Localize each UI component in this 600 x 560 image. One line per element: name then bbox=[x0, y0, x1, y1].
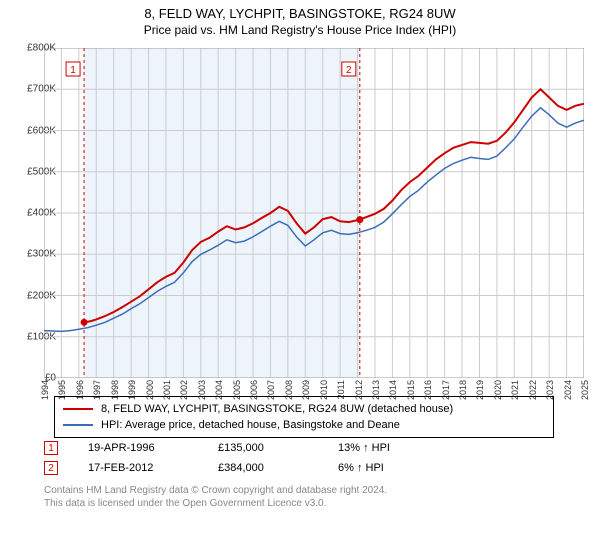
legend-row: HPI: Average price, detached house, Basi… bbox=[63, 417, 545, 433]
x-tick-label: 2024 bbox=[563, 380, 573, 400]
chart-svg: 12 bbox=[44, 48, 584, 378]
annotation-marker: 2 bbox=[44, 461, 58, 475]
annotation-date: 17-FEB-2012 bbox=[88, 462, 188, 474]
legend-swatch bbox=[63, 408, 93, 410]
annotations: 1 19-APR-1996 £135,000 13% ↑ HPI 2 17-FEB-201… bbox=[44, 438, 564, 478]
svg-text:1: 1 bbox=[70, 65, 76, 76]
annotation-price: £135,000 bbox=[218, 442, 308, 454]
title-address: 8, FELD WAY, LYCHPIT, BASINGSTOKE, RG24 … bbox=[0, 6, 600, 21]
x-tick-label: 1994 bbox=[40, 380, 50, 400]
annotation-marker: 1 bbox=[44, 441, 58, 455]
title-subtitle: Price paid vs. HM Land Registry's House … bbox=[0, 23, 600, 37]
titles: 8, FELD WAY, LYCHPIT, BASINGSTOKE, RG24 … bbox=[0, 0, 600, 37]
annotation-delta: 6% ↑ HPI bbox=[338, 462, 428, 474]
chart-container: 8, FELD WAY, LYCHPIT, BASINGSTOKE, RG24 … bbox=[0, 0, 600, 560]
annotation-row: 1 19-APR-1996 £135,000 13% ↑ HPI bbox=[44, 438, 564, 458]
footer: Contains HM Land Registry data © Crown c… bbox=[44, 484, 564, 510]
annotation-date: 19-APR-1996 bbox=[88, 442, 188, 454]
legend-label: 8, FELD WAY, LYCHPIT, BASINGSTOKE, RG24 … bbox=[101, 403, 453, 415]
legend-swatch bbox=[63, 424, 93, 426]
chart-area: 12 bbox=[44, 48, 584, 378]
legend-label: HPI: Average price, detached house, Basi… bbox=[101, 419, 400, 431]
svg-text:2: 2 bbox=[346, 65, 352, 76]
x-tick-label: 2025 bbox=[580, 380, 590, 400]
legend-row: 8, FELD WAY, LYCHPIT, BASINGSTOKE, RG24 … bbox=[63, 401, 545, 417]
annotation-delta: 13% ↑ HPI bbox=[338, 442, 428, 454]
annotation-row: 2 17-FEB-2012 £384,000 6% ↑ HPI bbox=[44, 458, 564, 478]
legend: 8, FELD WAY, LYCHPIT, BASINGSTOKE, RG24 … bbox=[54, 396, 554, 438]
footer-line2: This data is licensed under the Open Gov… bbox=[44, 497, 564, 510]
annotation-price: £384,000 bbox=[218, 462, 308, 474]
footer-line1: Contains HM Land Registry data © Crown c… bbox=[44, 484, 564, 497]
